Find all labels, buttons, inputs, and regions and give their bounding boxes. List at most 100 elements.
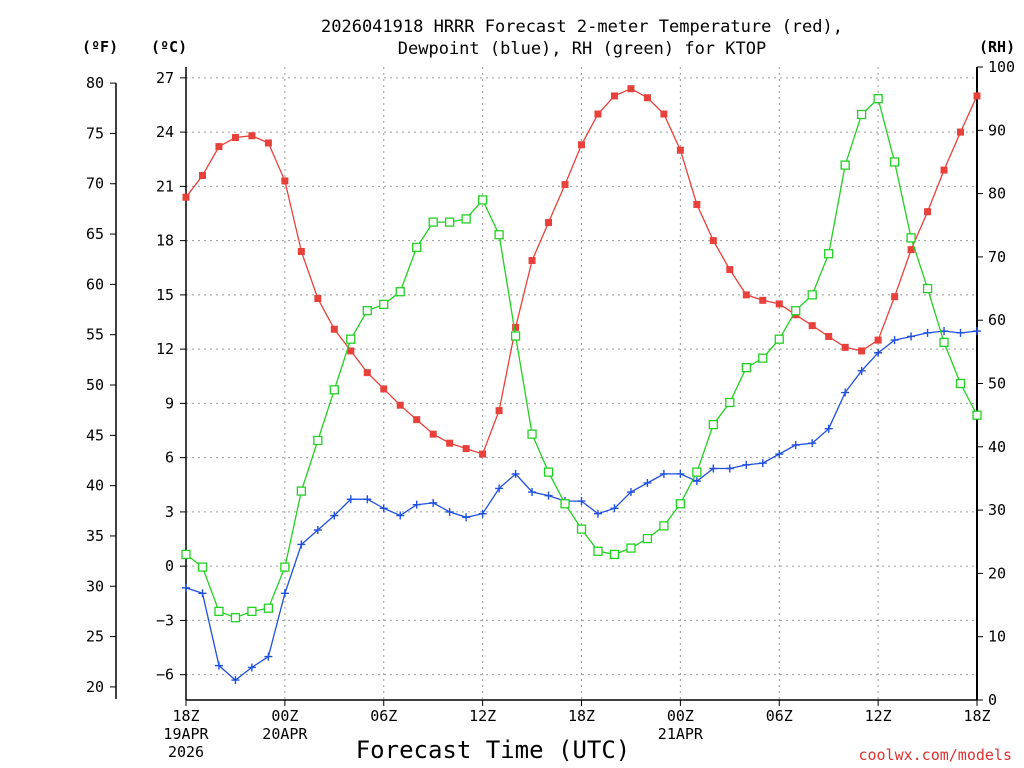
temperature-point bbox=[775, 300, 783, 308]
temperature-point bbox=[512, 323, 520, 331]
dewpoint-point bbox=[231, 676, 240, 685]
celsius-tick-label: 15 bbox=[156, 286, 174, 304]
rh-point bbox=[560, 499, 570, 509]
x-tick-label: 18Z bbox=[172, 707, 199, 725]
dewpoint-point bbox=[956, 328, 965, 337]
rh-tick-label: 90 bbox=[988, 121, 1006, 139]
x-tick-label: 18Z bbox=[568, 707, 595, 725]
rh-point bbox=[807, 290, 817, 300]
rh-point bbox=[725, 397, 735, 408]
chart-title-line2: Dewpoint (blue), RH (green) for KTOP bbox=[398, 39, 766, 59]
temperature-point bbox=[479, 450, 487, 458]
credit-link[interactable]: coolwx.com/models bbox=[858, 746, 1012, 764]
rh-point bbox=[692, 467, 702, 477]
rh-point bbox=[197, 562, 208, 572]
temperature-point bbox=[759, 296, 767, 304]
rh-point bbox=[955, 378, 966, 389]
rh-point bbox=[412, 242, 422, 253]
temperature-point bbox=[363, 369, 371, 377]
x-tick-label: 00Z bbox=[271, 707, 298, 725]
rh-point bbox=[972, 410, 982, 420]
rh-point bbox=[840, 160, 850, 170]
dewpoint-point bbox=[758, 459, 767, 468]
rh-point bbox=[642, 533, 653, 544]
temperature-point bbox=[281, 177, 289, 185]
rh-point bbox=[593, 546, 603, 556]
rh-point bbox=[856, 109, 867, 120]
fahrenheit-tick-label: 80 bbox=[86, 74, 104, 92]
series-layer bbox=[181, 85, 982, 685]
temperature-point bbox=[198, 172, 206, 180]
fahrenheit-tick-label: 55 bbox=[86, 326, 104, 344]
rh-tick-label: 40 bbox=[988, 438, 1006, 456]
rh-point bbox=[626, 543, 636, 553]
rh-point bbox=[428, 217, 438, 227]
temperature-point bbox=[858, 347, 866, 355]
rh-point bbox=[659, 521, 669, 531]
dewpoint-point bbox=[742, 460, 751, 469]
rh-tick-label: 100 bbox=[988, 58, 1015, 76]
temperature-point bbox=[182, 193, 190, 201]
dewpoint-point bbox=[692, 477, 701, 486]
rh-point bbox=[362, 306, 372, 316]
dewpoint-point bbox=[379, 504, 388, 513]
rh-tick-label: 80 bbox=[988, 185, 1006, 203]
celsius-tick-label: −6 bbox=[156, 666, 174, 684]
x-tick-label: 06Z bbox=[370, 707, 397, 725]
rh-point bbox=[494, 230, 504, 240]
fahrenheit-tick-label: 60 bbox=[86, 275, 104, 293]
rh-point bbox=[313, 435, 323, 446]
grid-layer bbox=[185, 67, 978, 700]
rh-point bbox=[510, 331, 521, 341]
rh-point bbox=[906, 233, 916, 243]
dewpoint-point bbox=[363, 495, 372, 504]
dewpoint-point bbox=[857, 366, 866, 375]
x-tick-label: 06Z bbox=[766, 707, 793, 725]
x-tick-label: 00Z bbox=[667, 707, 694, 725]
dewpoint-point bbox=[214, 661, 223, 670]
rh-point bbox=[889, 157, 900, 167]
temperature-point bbox=[907, 246, 915, 254]
rh-tick-label: 10 bbox=[988, 628, 1006, 646]
rh-point bbox=[939, 337, 949, 348]
temperature-point bbox=[561, 181, 569, 189]
temperature-point bbox=[429, 430, 437, 438]
rh-point bbox=[824, 249, 834, 259]
temperature-point bbox=[874, 336, 882, 344]
temperature-point bbox=[297, 247, 305, 255]
dewpoint-point bbox=[478, 509, 487, 518]
celsius-tick-label: 21 bbox=[156, 177, 174, 195]
dewpoint-point bbox=[808, 439, 817, 448]
celsius-tick-label: 27 bbox=[156, 69, 174, 87]
celsius-unit-label: (ºC) bbox=[151, 38, 187, 56]
rh-point bbox=[609, 549, 620, 560]
temperature-point bbox=[594, 110, 602, 118]
fahrenheit-tick-label: 35 bbox=[86, 527, 104, 545]
rh-point bbox=[214, 606, 224, 617]
rh-point bbox=[230, 613, 241, 623]
dewpoint-point bbox=[643, 478, 652, 487]
temperature-point bbox=[660, 110, 668, 118]
temperature-point bbox=[314, 294, 322, 302]
temperature-point bbox=[264, 139, 272, 147]
x-tick-label: 18Z bbox=[963, 707, 990, 725]
dewpoint-point bbox=[412, 500, 421, 509]
fahrenheit-unit-label: (ºF) bbox=[82, 38, 118, 56]
rh-point bbox=[329, 385, 339, 395]
temperature-point bbox=[215, 143, 223, 151]
rh-point bbox=[774, 334, 784, 344]
temperature-point bbox=[413, 416, 421, 424]
rh-point bbox=[346, 334, 356, 344]
dewpoint-point bbox=[511, 469, 520, 478]
dewpoint-point bbox=[280, 589, 289, 598]
fahrenheit-tick-label: 40 bbox=[86, 477, 104, 495]
temperature-point bbox=[742, 291, 750, 299]
fahrenheit-tick-label: 30 bbox=[86, 577, 104, 595]
celsius-tick-label: 6 bbox=[165, 449, 174, 467]
rh-point bbox=[461, 214, 471, 224]
dewpoint-point bbox=[445, 507, 454, 516]
rh-point bbox=[379, 299, 389, 310]
temperature-point bbox=[709, 237, 717, 245]
rh-point bbox=[708, 419, 718, 430]
